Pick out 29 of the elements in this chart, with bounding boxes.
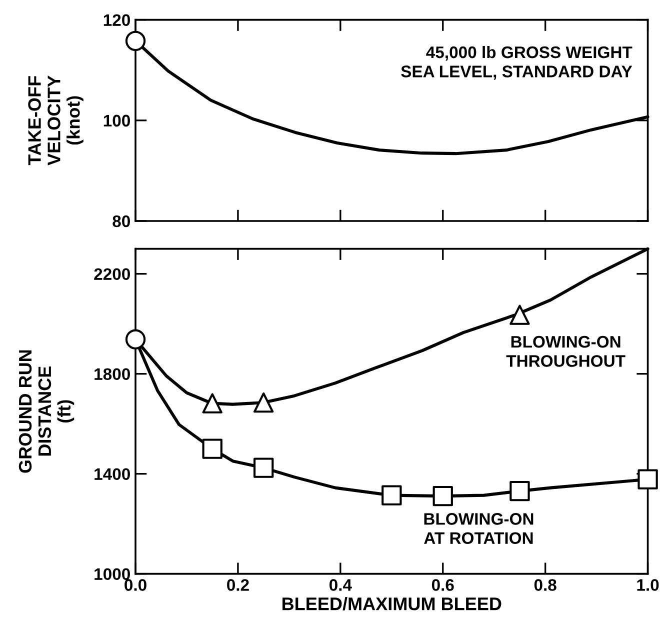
y-axis-title: GROUND RUN DISTANCE (ft) [18, 350, 74, 473]
x-tick-label: 0.4 [329, 579, 352, 591]
y-tick-label: 1800 [94, 368, 130, 380]
point [202, 393, 222, 414]
x-tick-label: 0.8 [534, 579, 556, 591]
point [510, 480, 530, 502]
annotation: BLOWING-ON THROUGHOUT [506, 336, 626, 367]
point [253, 458, 274, 478]
y-tick-label: 120 [104, 14, 130, 26]
annotation: 45,000 lb GROSS WEIGHT SEA LEVEL, STANDARD DAY [401, 46, 632, 80]
point [432, 486, 453, 506]
point [202, 438, 222, 459]
y-tick-label: 1000 [94, 568, 130, 580]
y-tick-label: 80 [112, 215, 130, 228]
x-axis-title: BLEED/MAXIMUM BLEED [282, 596, 502, 610]
point [382, 485, 402, 506]
x-tick-label: 0.0 [124, 579, 146, 591]
point [638, 469, 658, 490]
x-tick-label: 0.6 [432, 579, 454, 591]
y-tick-label: 2200 [94, 268, 130, 280]
y-axis-title: TAKE-OFF VELOCITY (knot) [28, 76, 84, 166]
annotation: BLOWING-ON AT ROTATION [424, 513, 534, 544]
point [510, 304, 530, 325]
y-tick-label: 1400 [94, 468, 130, 480]
y-tick-label: 100 [104, 114, 130, 127]
point [253, 392, 274, 413]
x-tick-label: 1.0 [637, 579, 659, 591]
x-tick-label: 0.2 [227, 579, 249, 591]
point [125, 329, 146, 350]
